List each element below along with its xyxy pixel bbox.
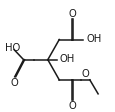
- Text: O: O: [68, 100, 76, 111]
- Text: O: O: [10, 78, 18, 88]
- Text: O: O: [68, 9, 76, 19]
- Text: OH: OH: [59, 54, 74, 64]
- Text: O: O: [81, 69, 89, 79]
- Text: OH: OH: [86, 34, 101, 44]
- Text: HO: HO: [5, 43, 20, 53]
